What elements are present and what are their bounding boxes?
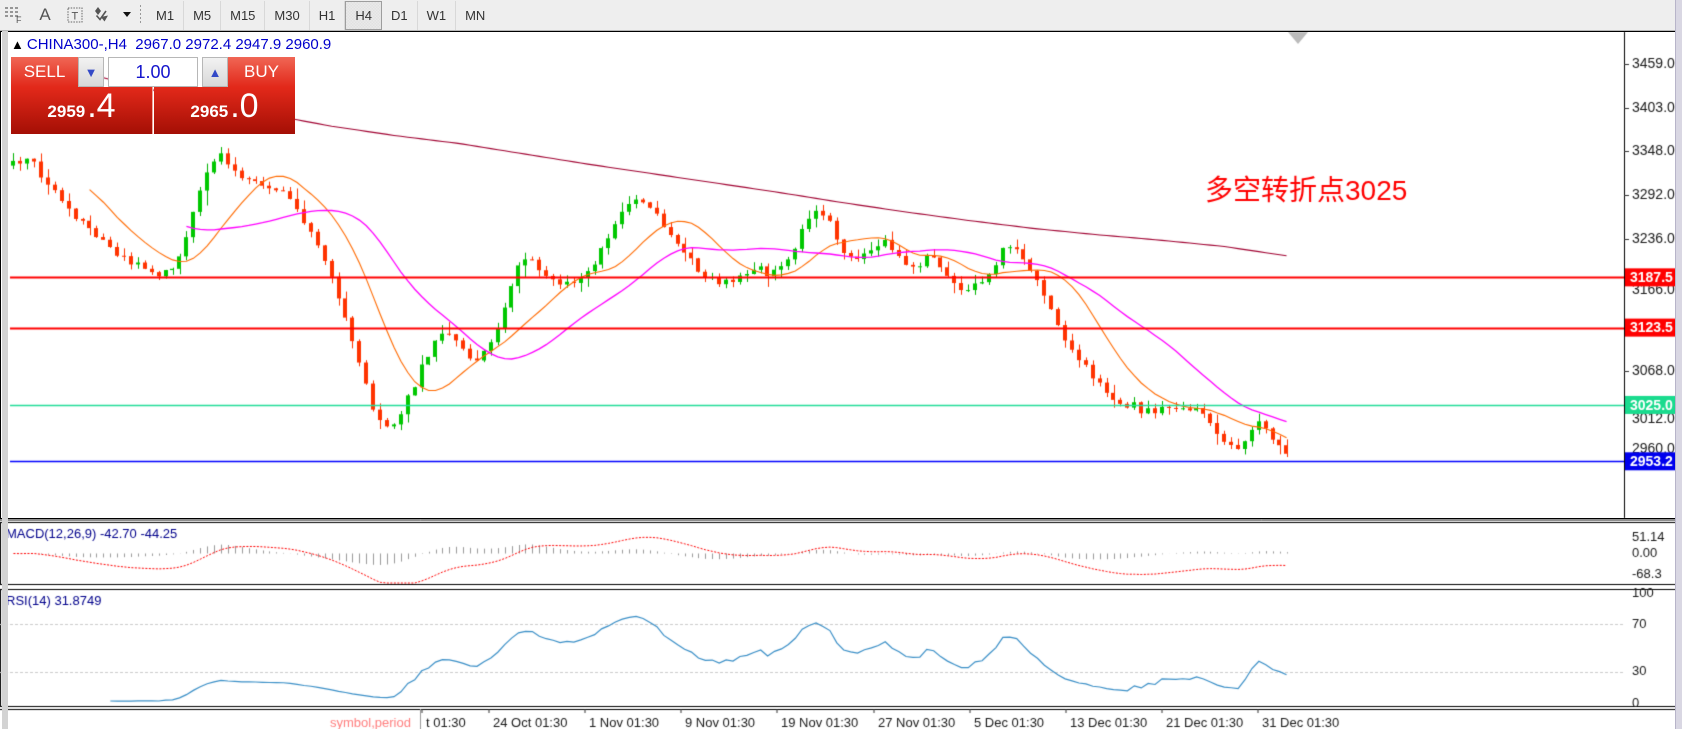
svg-text:T: T bbox=[72, 11, 79, 23]
svg-text:F: F bbox=[16, 15, 22, 23]
